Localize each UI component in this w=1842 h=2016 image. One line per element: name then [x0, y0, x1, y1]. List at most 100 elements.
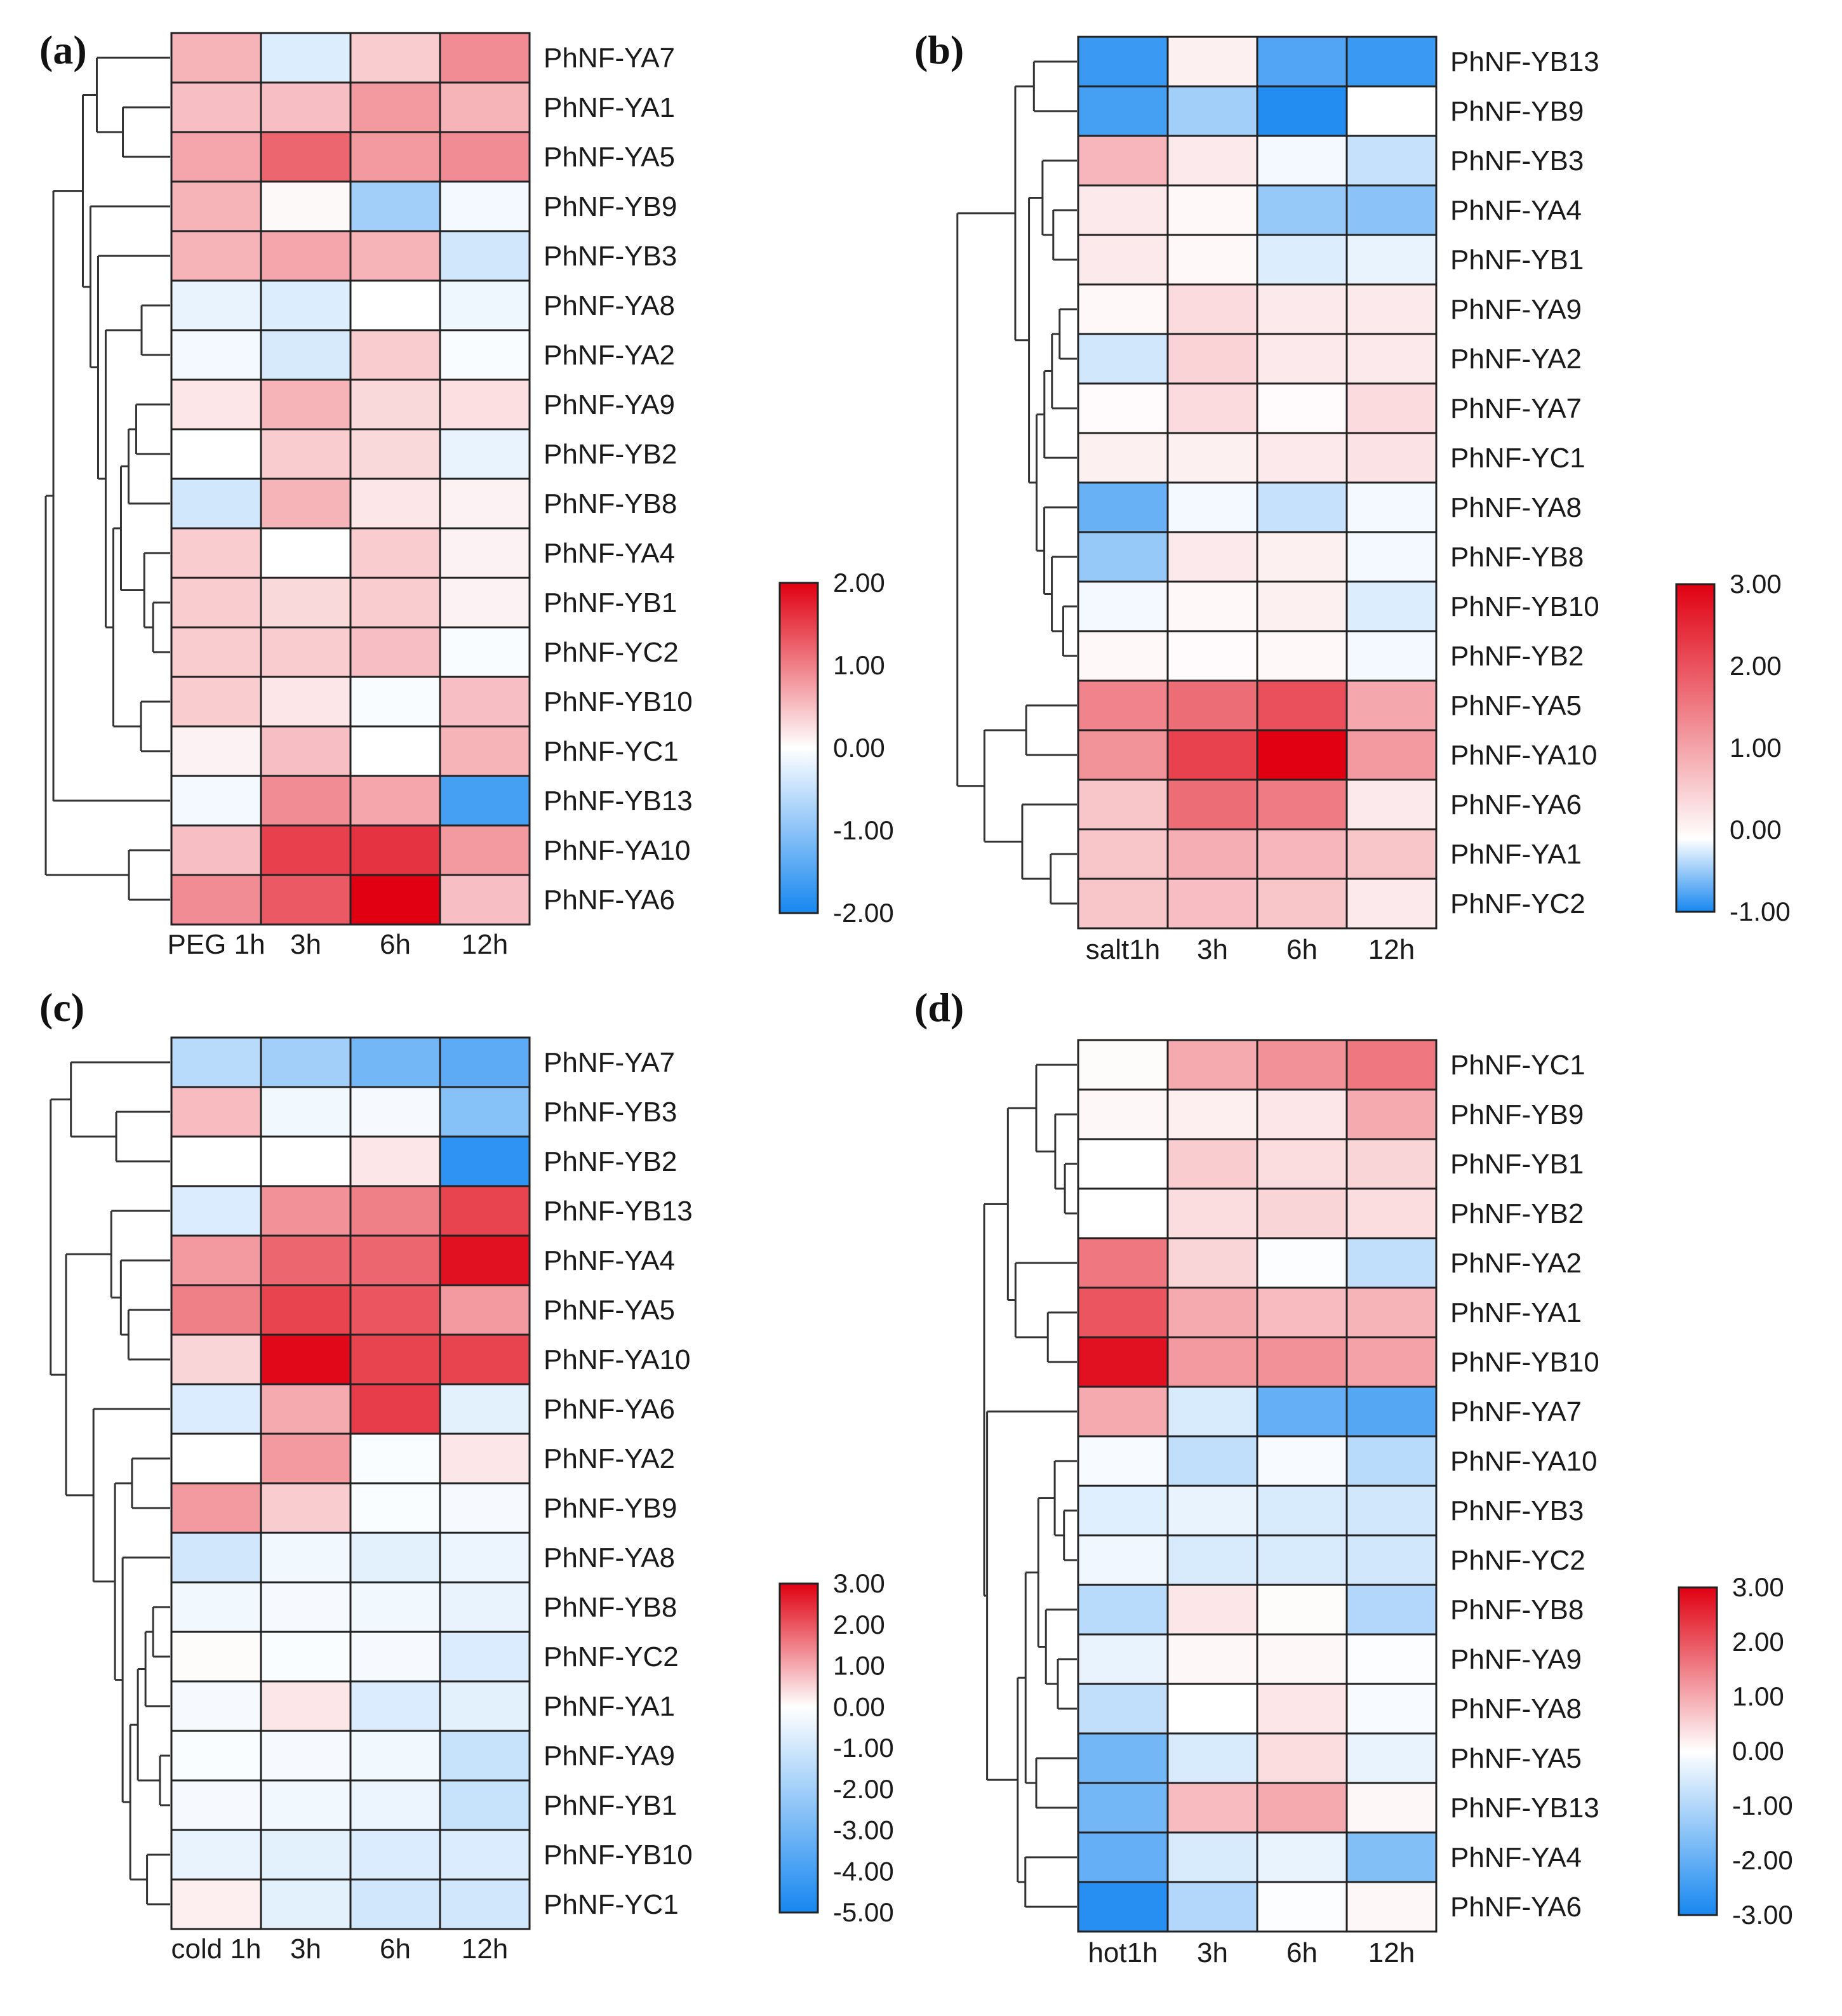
heatmap-cell: [260, 676, 352, 728]
heatmap-cell: [260, 1432, 352, 1485]
heatmap-cell: [1256, 135, 1348, 187]
heatmap-cell: [439, 230, 531, 282]
heatmap-cell: [1345, 1138, 1438, 1190]
heatmap-cell: [1166, 1485, 1258, 1537]
heatmap-cell: [349, 824, 441, 876]
heatmap-cell: [260, 131, 352, 183]
row-label: PhNF-YA7: [544, 43, 675, 74]
column-label: 6h: [380, 1933, 411, 1965]
heatmap-cell: [1256, 36, 1348, 88]
row-label: PhNF-YA10: [1450, 740, 1598, 771]
row-label: PhNF-YB10: [544, 686, 693, 718]
heatmap-cell: [439, 279, 531, 331]
heatmap-cell: [1166, 1286, 1258, 1338]
heatmap-cell: [349, 378, 441, 431]
color-bar-tick-label: -4.00: [833, 1856, 894, 1886]
row-label: PhNF-YB3: [1450, 1495, 1584, 1526]
heatmap-cell: [170, 626, 262, 678]
heatmap-cell: [1077, 36, 1169, 88]
heatmap-cell: [349, 1482, 441, 1534]
heatmap-cell: [349, 1185, 441, 1237]
heatmap-cell: [1345, 778, 1438, 831]
row-label: PhNF-YA10: [544, 835, 691, 866]
heatmap-cell: [1345, 1088, 1438, 1140]
heatmap-cell: [349, 1284, 441, 1336]
heatmap-cell: [1166, 778, 1258, 831]
heatmap-cell: [260, 775, 352, 827]
heatmap-cell: [1256, 1336, 1348, 1388]
heatmap-cell: [260, 279, 352, 331]
heatmap-cell: [1256, 1088, 1348, 1140]
heatmap-cell: [1077, 333, 1169, 385]
heatmap-cell: [1077, 1732, 1169, 1784]
heatmap-cell: [1345, 1831, 1438, 1883]
color-bar-tick-label: 1.00: [833, 1651, 885, 1681]
heatmap-cell: [1345, 85, 1438, 137]
color-bar-tick-label: 3.00: [1732, 1572, 1784, 1602]
row-label: PhNF-YA6: [544, 885, 675, 916]
heatmap-cell: [1256, 481, 1348, 533]
heatmap-cell: [439, 725, 531, 777]
row-label: PhNF-YA10: [544, 1344, 691, 1375]
heatmap-cell: [170, 329, 262, 381]
heatmap-cell: [1166, 1237, 1258, 1289]
row-label: PhNF-YB9: [1450, 1099, 1584, 1130]
heatmap-cell: [1256, 1237, 1348, 1289]
row-label: PhNF-YB9: [544, 191, 677, 222]
heatmap-cell: [1345, 432, 1438, 484]
heatmap-cell: [260, 329, 352, 381]
heatmap-cell: [349, 180, 441, 232]
heatmap-cell: [439, 1036, 531, 1088]
dendrogram: [956, 60, 1077, 905]
panel-tag: (d): [914, 985, 964, 1030]
heatmap-cell: [439, 1680, 531, 1732]
row-label: PhNF-YC1: [544, 1889, 679, 1920]
heatmap-cell: [1166, 828, 1258, 880]
heatmap-cell: [1166, 729, 1258, 781]
heatmap-cell: [439, 1829, 531, 1881]
heatmap-cell: [260, 626, 352, 678]
color-bar-tick-label: -1.00: [833, 1733, 894, 1763]
heatmap-cell: [439, 1581, 531, 1633]
heatmap-cells: [170, 32, 531, 926]
row-label: PhNF-YA8: [1450, 492, 1582, 523]
heatmap-cell: [1345, 1881, 1438, 1933]
heatmap-cell: [439, 824, 531, 876]
heatmap-cell: [1166, 679, 1258, 731]
row-label: PhNF-YA8: [1450, 1693, 1582, 1725]
heatmap-cell: [439, 1482, 531, 1534]
heatmap-cell: [349, 32, 441, 84]
row-label: PhNF-YA2: [544, 340, 675, 371]
heatmap-cell: [1345, 828, 1438, 880]
heatmap-cell: [1345, 1385, 1438, 1438]
heatmap-cell: [439, 1234, 531, 1286]
heatmap-cell: [170, 1086, 262, 1138]
heatmap-cell: [260, 1829, 352, 1881]
heatmap-cell: [1345, 1286, 1438, 1338]
heatmap-cell: [260, 577, 352, 629]
column-label: 12h: [462, 929, 508, 960]
color-bar-gradient: [778, 1582, 819, 1914]
heatmap-cell: [439, 1730, 531, 1782]
heatmap-cell: [439, 32, 531, 84]
heatmap-cell: [1256, 184, 1348, 236]
heatmap-panel: (a) PhNF-YA7 PhNF-YA1 PhNF-YA5 PhNF-YB9 PhNF-…: [39, 27, 894, 960]
row-label: PhNF-YA7: [1450, 1396, 1582, 1427]
heatmap-cell: [1077, 1385, 1169, 1438]
heatmap-cell: [1077, 679, 1169, 731]
color-bar-tick-label: 3.00: [1730, 569, 1782, 599]
heatmap-cell: [260, 874, 352, 926]
heatmap-cell: [1345, 382, 1438, 434]
row-label: PhNF-YA6: [1450, 1892, 1582, 1923]
heatmap-cell: [260, 180, 352, 232]
row-label: PhNF-YB13: [544, 1196, 693, 1227]
row-label: PhNF-YA1: [544, 92, 675, 123]
heatmap-cell: [1077, 382, 1169, 434]
heatmap-cell: [170, 477, 262, 530]
heatmap-cell: [439, 1135, 531, 1187]
heatmap-cell: [1345, 630, 1438, 682]
heatmap-cell: [170, 527, 262, 579]
heatmap-cell: [1345, 1534, 1438, 1586]
row-label: PhNF-YA8: [544, 290, 675, 321]
heatmap-cell: [1166, 1336, 1258, 1388]
